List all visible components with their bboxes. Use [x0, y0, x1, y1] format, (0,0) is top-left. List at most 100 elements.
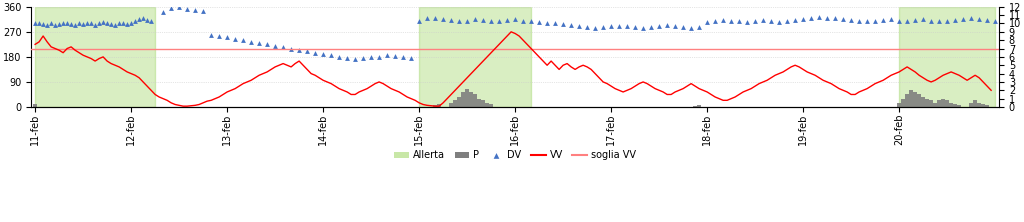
Point	[259, 43, 275, 46]
Point	[667, 24, 683, 28]
Point	[62, 22, 79, 26]
Point	[83, 22, 99, 25]
Point	[555, 22, 571, 26]
Bar	[465, 89, 469, 107]
Point	[443, 18, 460, 22]
Bar	[437, 105, 441, 107]
Point	[571, 24, 588, 28]
Bar	[977, 103, 981, 107]
Point	[79, 21, 95, 25]
Point	[27, 22, 43, 25]
Bar	[922, 97, 925, 107]
Point	[163, 6, 179, 10]
Bar	[481, 100, 485, 107]
Point	[427, 16, 443, 20]
Bar	[697, 105, 700, 107]
Point	[499, 18, 515, 22]
Point	[371, 55, 387, 59]
Point	[435, 18, 452, 21]
Point	[883, 18, 899, 21]
Point	[691, 25, 708, 29]
Point	[763, 20, 779, 23]
Point	[379, 54, 395, 57]
Bar	[450, 103, 453, 107]
Point	[195, 9, 211, 13]
Point	[103, 22, 120, 26]
Point	[315, 52, 332, 56]
Bar	[485, 103, 488, 107]
Point	[211, 34, 227, 38]
Bar	[419, 7, 531, 107]
Bar	[454, 100, 457, 107]
Point	[411, 19, 427, 22]
Point	[51, 22, 68, 26]
Bar	[469, 92, 473, 107]
Point	[947, 18, 964, 22]
Point	[931, 20, 947, 23]
Bar	[970, 103, 973, 107]
Point	[539, 21, 555, 25]
Point	[627, 25, 643, 29]
Point	[475, 18, 492, 22]
Point	[923, 19, 939, 22]
Point	[811, 15, 827, 18]
Point	[106, 23, 123, 27]
Bar	[462, 92, 465, 107]
Point	[771, 20, 787, 24]
Point	[515, 19, 531, 22]
Point	[779, 19, 796, 22]
Point	[651, 24, 668, 28]
Point	[867, 19, 884, 22]
Bar	[489, 105, 493, 107]
Point	[914, 18, 931, 21]
Point	[143, 20, 160, 23]
Point	[907, 18, 924, 22]
Point	[355, 57, 372, 60]
Point	[579, 25, 595, 29]
Point	[835, 18, 851, 21]
Point	[179, 7, 196, 11]
Point	[683, 26, 699, 30]
Legend: Allerta, P, DV, VV, soglia VV: Allerta, P, DV, VV, soglia VV	[390, 147, 640, 164]
Bar	[926, 99, 929, 107]
Point	[419, 17, 435, 20]
Point	[395, 56, 412, 59]
Point	[530, 20, 547, 24]
Point	[31, 21, 47, 25]
Point	[91, 22, 108, 25]
Point	[451, 19, 467, 22]
Bar	[905, 95, 909, 107]
Point	[483, 19, 500, 22]
Point	[307, 51, 324, 54]
Point	[171, 6, 187, 9]
Bar	[937, 100, 941, 107]
Point	[843, 18, 859, 22]
Point	[523, 20, 540, 23]
Point	[115, 21, 131, 25]
Point	[155, 11, 171, 14]
Bar	[693, 106, 697, 107]
Point	[71, 22, 87, 25]
Point	[899, 20, 915, 23]
Point	[227, 37, 244, 41]
Point	[795, 18, 811, 21]
Point	[95, 20, 112, 24]
Point	[135, 17, 152, 20]
Bar	[949, 103, 953, 107]
Point	[67, 23, 83, 27]
Bar	[477, 99, 481, 107]
Point	[467, 18, 483, 21]
Point	[187, 8, 204, 12]
Point	[827, 17, 844, 20]
Point	[39, 23, 55, 27]
Point	[219, 36, 236, 39]
Bar	[974, 100, 977, 107]
Point	[459, 20, 475, 23]
Bar	[458, 97, 461, 107]
Point	[331, 55, 347, 59]
Point	[35, 22, 51, 26]
Bar	[930, 100, 933, 107]
Point	[291, 48, 307, 52]
Point	[803, 16, 819, 20]
Bar	[34, 104, 37, 107]
